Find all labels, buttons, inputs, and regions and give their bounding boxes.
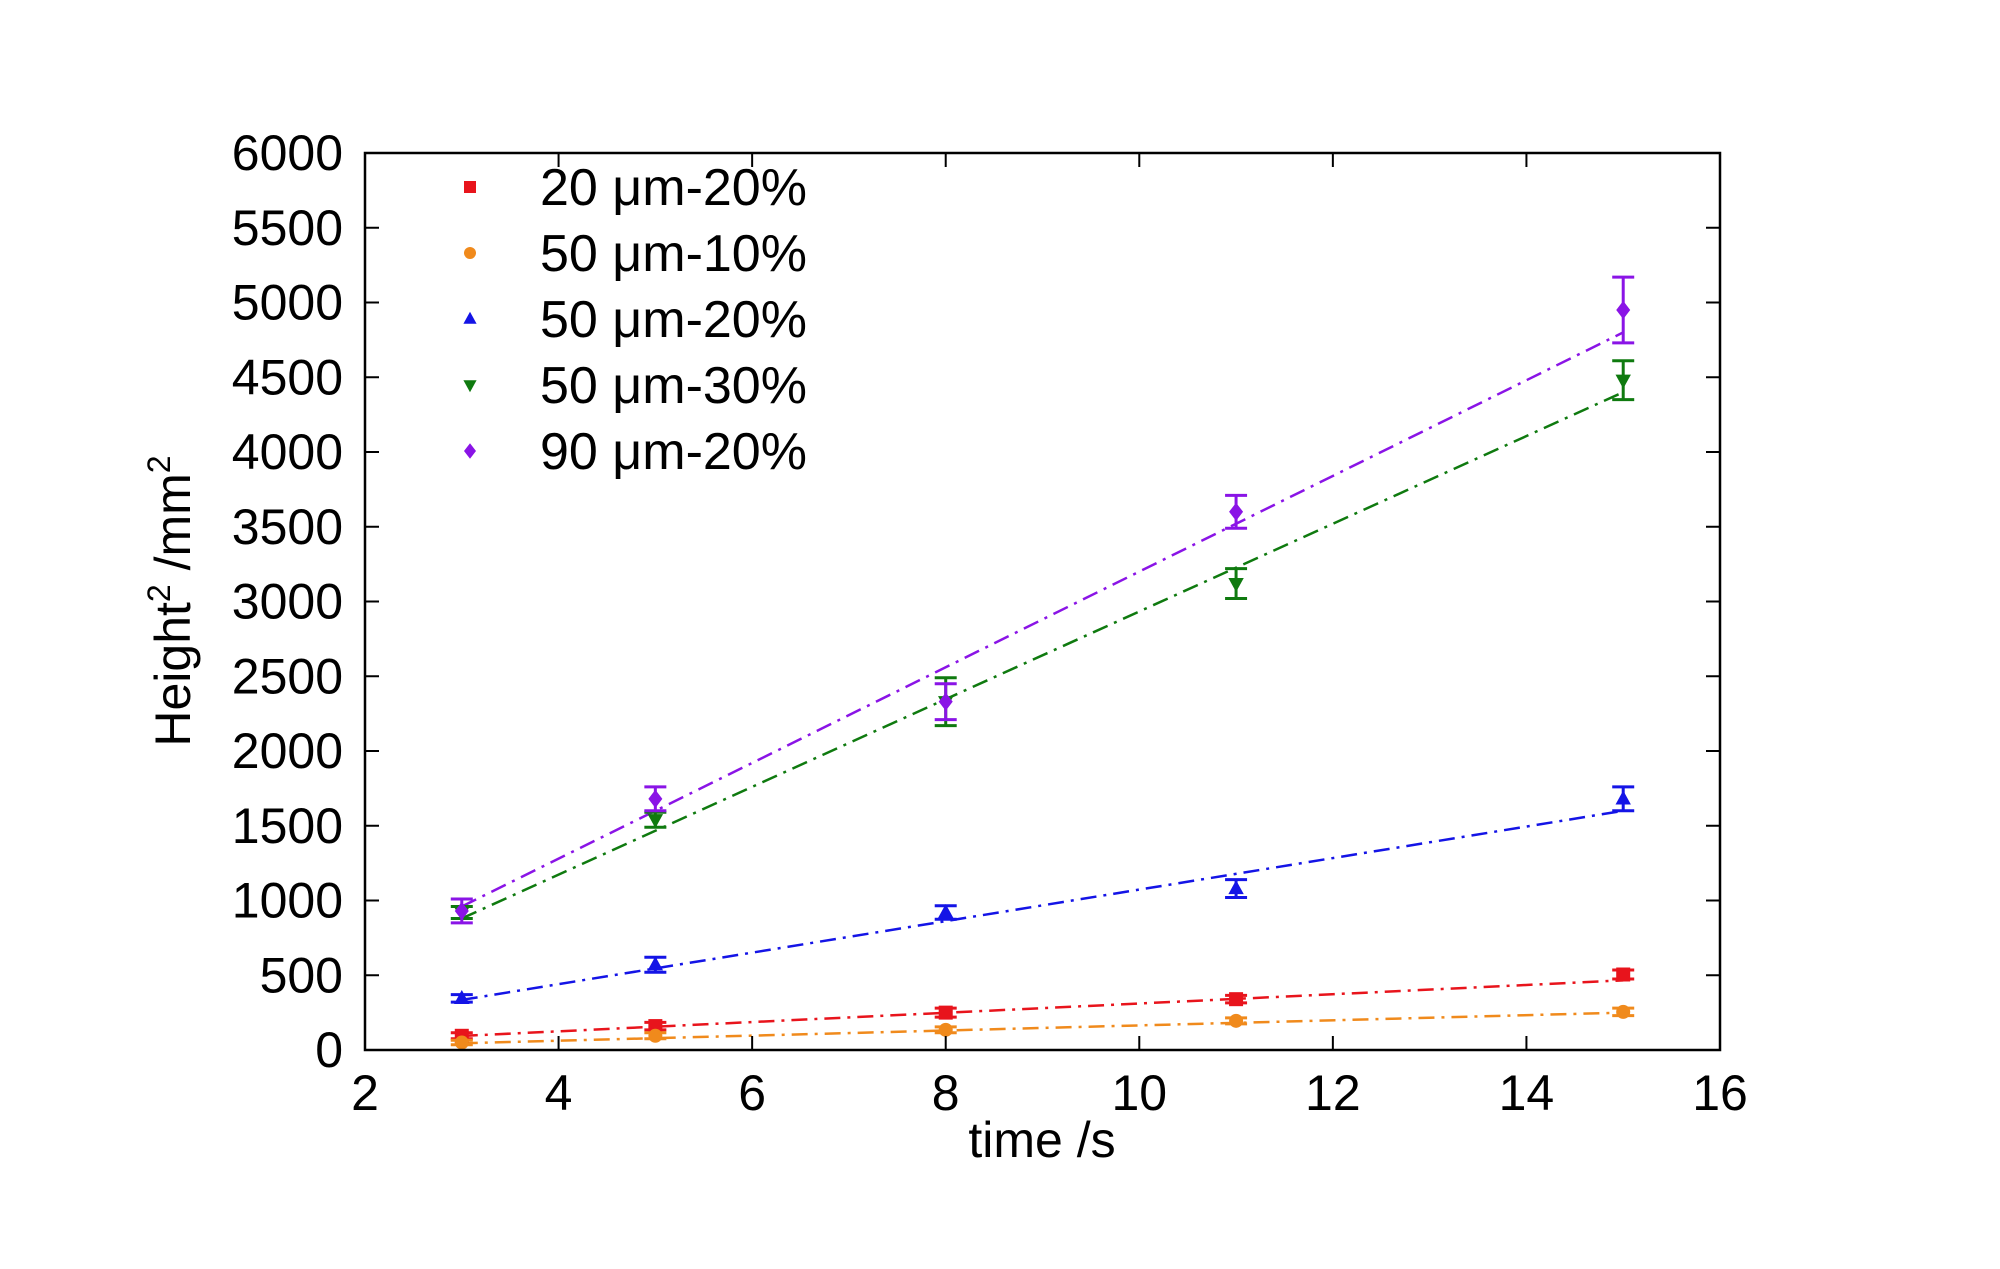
- data-point: [938, 1022, 953, 1037]
- legend-marker: [463, 380, 477, 393]
- data-point: [647, 814, 664, 829]
- y-axis-title-main: Height: [145, 602, 201, 747]
- y-tick-label: 2000: [232, 723, 343, 779]
- data-point: [1615, 790, 1631, 805]
- data-point: [1228, 880, 1244, 895]
- y-tick-label: 3500: [232, 499, 343, 555]
- fit-line: [461, 809, 1624, 1002]
- y-tick-label: 3000: [232, 574, 343, 630]
- x-tick-label: 10: [1111, 1065, 1167, 1121]
- data-point: [938, 1005, 953, 1020]
- data-point: [1229, 992, 1244, 1007]
- data-point: [454, 1035, 469, 1050]
- data-point: [454, 990, 470, 1005]
- y-axis-title: Height2 /mm2: [141, 455, 201, 746]
- x-axis-title: time /s: [968, 1112, 1115, 1168]
- y-tick-label: 500: [260, 947, 343, 1003]
- y-axis-title-sup: 2: [141, 584, 177, 602]
- y-tick-label: 5500: [232, 200, 343, 256]
- data-point: [648, 1019, 663, 1034]
- fit-line: [461, 331, 1624, 908]
- legend-marker: [464, 247, 476, 259]
- legend-label: 90 μm-20%: [540, 423, 807, 481]
- data-point: [1616, 1004, 1631, 1019]
- data-point: [647, 956, 664, 971]
- data-point: [1615, 374, 1631, 389]
- data-point: [1616, 300, 1631, 320]
- x-tick-label: 16: [1692, 1065, 1748, 1121]
- legend-label: 50 μm-20%: [540, 291, 807, 349]
- legend-marker: [464, 443, 476, 459]
- data-marks: [450, 275, 1635, 1050]
- data-point: [1229, 502, 1244, 521]
- legend-label: 20 μm-20%: [540, 159, 807, 217]
- legend: 20 μm-20% 50 μm-10% 50 μm-20% 50 μm-30% 90 μ…: [463, 159, 807, 481]
- x-tick-label: 2: [351, 1065, 379, 1121]
- x-tick-label: 14: [1499, 1065, 1555, 1121]
- fit-lines: [461, 331, 1624, 1045]
- x-tick-label: 4: [545, 1065, 573, 1121]
- fit-line: [461, 391, 1624, 920]
- x-tick-label: 6: [738, 1065, 766, 1121]
- y-tick-label: 6000: [232, 125, 343, 181]
- legend-marker: [464, 181, 476, 193]
- fit-line: [461, 979, 1624, 1038]
- data-point: [1616, 967, 1631, 982]
- y-tick-label: 5000: [232, 275, 343, 331]
- y-tick-label: 4000: [232, 424, 343, 480]
- y-tick-label: 1000: [232, 873, 343, 929]
- x-tick-label: 8: [932, 1065, 960, 1121]
- y-axis-title-unit-sup: 2: [141, 455, 177, 473]
- fit-line: [461, 1011, 1624, 1045]
- data-point: [938, 904, 954, 919]
- data-point: [454, 901, 469, 921]
- y-axis-title-unit: /mm: [145, 473, 201, 584]
- legend-label: 50 μm-10%: [540, 225, 807, 283]
- legend-label: 50 μm-30%: [540, 357, 807, 415]
- y-tick-label: 4500: [232, 349, 343, 405]
- y-axis: 0 500 1000 1500 2000 2500 3000 3500 4000 4500 5000…: [232, 125, 1720, 1078]
- data-point: [648, 1028, 663, 1043]
- y-tick-label: 1500: [232, 798, 343, 854]
- x-axis: 2 4 6 8 10 12 14 16: [351, 153, 1748, 1121]
- data-point: [1228, 577, 1244, 592]
- data-point: [938, 692, 953, 711]
- data-point: [1229, 1013, 1244, 1028]
- y-tick-label: 2500: [232, 648, 343, 704]
- x-tick-label: 12: [1305, 1065, 1361, 1121]
- legend-marker: [463, 311, 477, 324]
- y-tick-label: 0: [315, 1022, 343, 1078]
- data-point: [648, 789, 663, 808]
